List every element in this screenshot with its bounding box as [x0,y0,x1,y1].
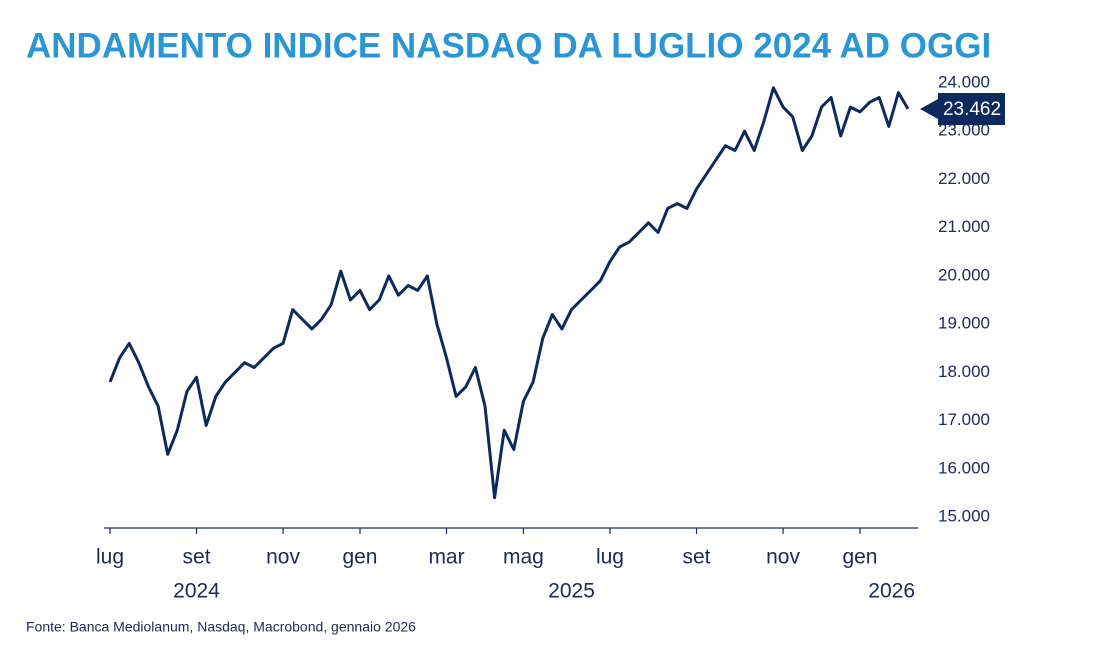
y-tick-label: 23.000 [938,121,990,140]
value-label-box [920,92,1005,125]
x-tick-label: lug [96,546,124,569]
y-tick-label: 21.000 [938,217,990,236]
y-tick-label: 22.000 [938,169,990,188]
value-label: 23.462 [943,99,1001,120]
source-note: Fonte: Banca Mediolanum, Nasdaq, Macrobo… [26,619,416,635]
x-tick-label: nov [266,546,300,569]
y-tick-label: 15.000 [938,506,990,525]
year-label: 2025 [548,580,595,603]
year-label: 2026 [868,580,915,603]
x-tick-label: mag [503,546,544,569]
y-tick-label: 18.000 [938,362,990,381]
x-tick-label: set [683,546,711,569]
x-tick-label: nov [766,546,800,569]
y-tick-label: 19.000 [938,314,990,333]
y-tick-label: 24.000 [938,72,990,91]
y-tick-label: 20.000 [938,265,990,284]
data-line [108,86,910,500]
y-tick-label: 16.000 [938,458,990,477]
x-tick-label: mar [428,546,464,569]
year-label: 2024 [173,580,220,603]
x-tick-label: set [183,546,211,569]
y-tick-label: 17.000 [938,410,990,429]
x-tick-label: gen [842,546,877,569]
chart-title: ANDAMENTO INDICE NASDAQ DA LUGLIO 2024 A… [26,26,991,65]
x-tick-label: gen [342,546,377,569]
x-tick-label: lug [596,546,624,569]
